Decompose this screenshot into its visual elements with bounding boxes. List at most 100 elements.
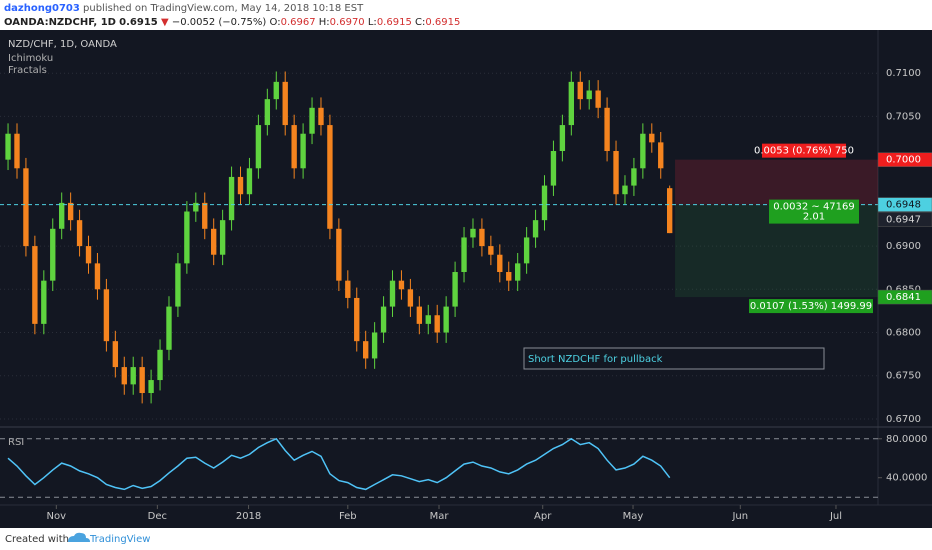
candle-body [336,228,342,281]
price-tag [877,197,932,212]
x-tick-label: Nov [47,511,67,522]
candle-body [41,280,47,324]
price-tag-label: 0.6948 [886,200,921,211]
candle-body [175,263,181,307]
candle-body [559,125,566,152]
candle-body [363,341,369,359]
candle-body [255,125,262,169]
y-tick-label: 0.6900 [886,241,921,252]
candle-body [631,168,637,186]
y-tick-label: 0.7050 [886,111,921,122]
y-tick-label: 80.0000 [886,434,927,445]
candle-body [157,349,163,381]
candle-body [443,306,449,333]
candle-body [514,263,521,281]
change: −0.0052 (−0.75%) [172,17,267,28]
candle-body [658,142,664,169]
candle-body [139,367,145,394]
candle-body [148,380,154,394]
footer-brand[interactable]: TradingView [89,534,150,545]
candle-body [532,220,539,238]
ohlc-value: 0.6967 [281,17,316,28]
symbol: OANDA:NZDCHF, 1D [4,17,116,28]
candle-body [85,246,92,264]
price-tag-label: 0.7000 [886,155,921,166]
candle-body [506,272,512,281]
info-label: 2.01 [803,212,825,223]
x-tick-label: Feb [339,511,357,522]
candle-body [622,185,628,195]
candle-body [640,133,646,169]
x-tick-label: Jun [731,511,748,522]
header-line-1: dazhong0703 published on TradingView.com… [4,3,364,14]
candle-body [264,99,271,126]
candle-body [282,81,288,126]
candle-body [479,228,485,247]
candle-body [425,315,431,324]
y-tick-label: 0.6700 [886,414,921,425]
x-tick-label: 2018 [236,511,261,522]
candle-body [371,332,378,359]
candle-body [649,133,655,143]
ohlc-key: L: [368,17,377,28]
ohlc-value: 0.6915 [377,17,412,28]
candle-body [166,306,172,350]
candle-body [461,237,467,273]
candle-body [14,133,20,169]
candle-body [67,202,74,221]
y-tick-label: 0.6750 [886,371,921,382]
candle-body [300,133,306,169]
rsi-title: RSI [8,437,24,448]
indicator-label: Fractals [8,65,47,76]
candle-body [202,202,208,229]
header-bg [0,0,932,30]
ohlc-value: 0.6915 [425,17,460,28]
candle-body [577,81,583,100]
candle-body [309,107,315,134]
candle-body [452,272,458,307]
candle-body [604,107,610,152]
price-tag [877,289,932,305]
candle-body [59,202,65,229]
candle-body [32,246,38,324]
candle-body [434,315,440,333]
candle-body [666,188,673,234]
candle-body [237,176,244,195]
published: published on TradingView.com, May 14, 20… [83,3,364,14]
author[interactable]: dazhong0703 [4,3,80,14]
candle-body [76,220,83,247]
x-tick-label: May [623,511,644,522]
ohlc-key: H: [319,17,330,28]
candle-body [327,125,333,229]
candle-body [595,90,601,108]
brand-icon [68,532,90,542]
candle-body [523,237,530,264]
candle-body [211,228,217,255]
candle-body [416,306,423,324]
stop-label-bg [762,143,846,158]
candle-body [130,367,136,385]
candle-body [488,246,494,255]
candle-body [389,280,396,307]
price-tag [877,152,932,167]
footer-bg [0,528,932,550]
candle-body [193,202,199,212]
price-tag-label: 0.6947 [886,215,921,226]
candle-body [184,211,190,264]
candle-body [354,297,360,342]
candle-body [228,176,235,221]
candle-body [246,168,253,195]
candle-body [23,168,29,247]
y-tick-label: 0.6800 [886,328,921,339]
x-tick-label: Jul [829,511,842,522]
candle-body [50,228,56,281]
pane-title: NZD/CHF, 1D, OANDA [8,39,117,50]
candle-body [398,280,405,290]
target-label: 0.0107 (1.53%) 1499.99 [750,301,872,312]
stop-zone [675,159,878,205]
info-label: 0.0032 ~ 47169 [773,202,855,213]
candle-body [470,228,476,238]
candle-body [541,185,548,221]
candle-body [5,133,11,160]
candle-body [550,151,557,186]
